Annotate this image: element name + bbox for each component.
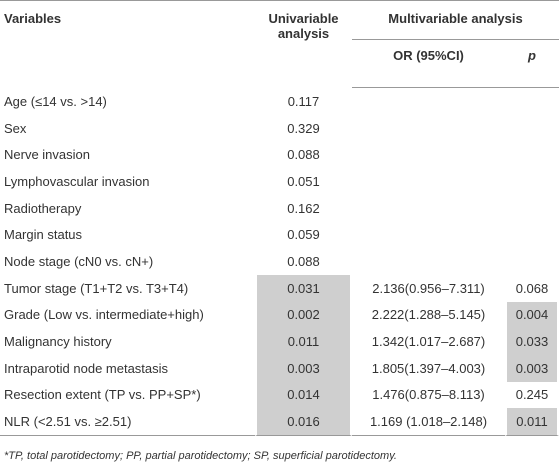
header-univariable: Univariable analysis <box>255 0 352 88</box>
or-cell: 1.805(1.397–4.003) <box>371 360 486 376</box>
header-multivariable: Multivariable analysis <box>352 0 559 40</box>
univariable-cell: 0.003 <box>255 354 352 382</box>
p-cell: 0.011 <box>505 408 559 436</box>
variable-cell: Resection extent (TP vs. PP+SP*) <box>4 387 201 403</box>
or-cell <box>352 248 505 275</box>
univariable-cell: 0.088 <box>287 147 320 163</box>
results-table: Variables Univariable analysis Multivari… <box>0 0 559 436</box>
p-cell: 0.033 <box>505 328 559 355</box>
variable-cell: Grade (Low vs. intermediate+high) <box>4 307 204 323</box>
or-cell: 2.222(1.288–5.145) <box>371 307 486 323</box>
p-cell <box>505 88 559 115</box>
p-cell: 0.068 <box>515 280 549 296</box>
or-cell <box>352 195 505 222</box>
or-cell <box>352 168 505 195</box>
or-cell: 1.342(1.017–2.687) <box>371 334 486 350</box>
univariable-cell: 0.031 <box>255 274 352 302</box>
header-row: Variables Univariable analysis Multivari… <box>0 0 559 41</box>
univariable-cell: 0.088 <box>287 253 320 269</box>
univariable-cell: 0.051 <box>287 173 320 189</box>
univariable-cell: 0.329 <box>287 120 320 136</box>
table-row: Grade (Low vs. intermediate+high) 0.002 2.… <box>0 301 559 329</box>
table-row: Resection extent (TP vs. PP+SP*) 0.014 1.4… <box>0 381 559 409</box>
table-row: Tumor stage (T1+T2 vs. T3+T4) 0.031 2.136(… <box>0 274 559 302</box>
subheader-row: OR (95%CI) p <box>0 40 559 88</box>
table-row: Malignancy history 0.011 1.342(1.017–2.687… <box>0 328 559 355</box>
or-cell <box>352 221 505 248</box>
table-row: Node stage (cN0 vs. cN+) 0.088 <box>0 248 559 275</box>
header-variables: Variables <box>0 0 255 88</box>
univariable-cell: 0.117 <box>287 93 320 109</box>
univariable-cell: 0.162 <box>287 200 320 216</box>
variable-cell: Lymphovascular invasion <box>4 173 150 189</box>
variable-cell: Radiotherapy <box>4 200 82 216</box>
or-cell <box>352 141 505 168</box>
univariable-cell: 0.059 <box>287 227 320 243</box>
footnote: *TP, total parotidectomy; PP, partial pa… <box>4 449 397 462</box>
table-row: NLR (<2.51 vs. ≥2.51) 0.016 1.169 (1.018–2… <box>0 408 559 436</box>
table-row: Radiotherapy 0.162 <box>0 195 559 222</box>
table-row: Margin status 0.059 <box>0 221 559 248</box>
table-body: Age (≤14 vs. >14) 0.117 Sex 0.329 Nerve inva… <box>0 88 559 436</box>
p-cell <box>505 115 559 142</box>
p-cell: 0.004 <box>505 301 559 329</box>
table-row: Nerve invasion 0.088 <box>0 141 559 168</box>
p-cell <box>505 141 559 168</box>
univariable-cell: 0.014 <box>255 381 352 409</box>
univariable-cell: 0.016 <box>255 408 352 436</box>
or-cell: 1.169 (1.018–2.148) <box>352 408 505 436</box>
p-cell <box>505 248 559 275</box>
variable-cell: Sex <box>4 120 27 136</box>
variable-cell: Tumor stage (T1+T2 vs. T3+T4) <box>4 280 189 296</box>
header-or: OR (95%CI) <box>352 40 505 88</box>
univariable-cell: 0.002 <box>255 301 352 329</box>
p-cell <box>505 168 559 195</box>
univariable-cell: 0.011 <box>255 328 352 355</box>
or-cell: 2.136(0.956–7.311) <box>372 280 485 296</box>
p-cell <box>505 221 559 248</box>
variable-cell: Nerve invasion <box>4 147 90 163</box>
table-row: Intraparotid node metastasis 0.003 1.805(1… <box>0 354 559 382</box>
p-cell <box>505 195 559 222</box>
table-row: Lymphovascular invasion 0.051 <box>0 168 559 195</box>
table-row: Sex 0.329 <box>0 115 559 142</box>
variable-cell: Malignancy history <box>4 334 112 350</box>
variable-cell: NLR (<2.51 vs. ≥2.51) <box>0 408 255 436</box>
or-cell <box>352 88 505 115</box>
variable-cell: Age (≤14 vs. >14) <box>4 93 107 109</box>
or-cell <box>352 115 505 142</box>
table-row: Age (≤14 vs. >14) 0.117 <box>0 88 559 115</box>
p-cell: 0.245 <box>515 387 549 403</box>
or-cell: 1.476(0.875–8.113) <box>372 387 485 403</box>
variable-cell: Margin status <box>4 227 83 243</box>
p-cell: 0.003 <box>505 354 559 382</box>
header-p: p <box>505 40 559 88</box>
variable-cell: Intraparotid node metastasis <box>4 360 169 376</box>
variable-cell: Node stage (cN0 vs. cN+) <box>4 253 154 269</box>
